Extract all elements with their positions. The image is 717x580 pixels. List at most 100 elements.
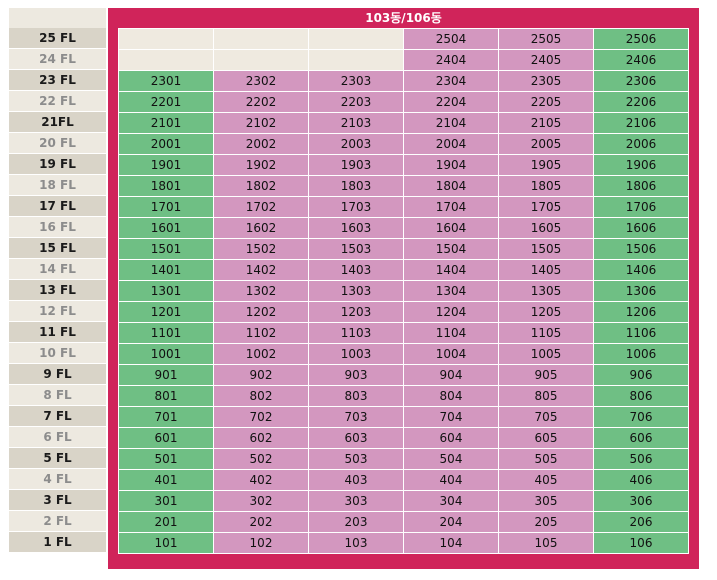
- unit-cell[interactable]: 903: [308, 364, 404, 386]
- unit-cell[interactable]: 1404: [403, 259, 499, 281]
- unit-cell[interactable]: 905: [498, 364, 594, 386]
- unit-cell[interactable]: 1703: [308, 196, 404, 218]
- unit-cell[interactable]: 1301: [118, 280, 214, 302]
- unit-cell[interactable]: 1506: [593, 238, 689, 260]
- unit-cell[interactable]: 1402: [213, 259, 309, 281]
- unit-cell[interactable]: 801: [118, 385, 214, 407]
- unit-cell[interactable]: 806: [593, 385, 689, 407]
- unit-cell[interactable]: 204: [403, 511, 499, 533]
- unit-cell[interactable]: 1501: [118, 238, 214, 260]
- unit-cell[interactable]: 1003: [308, 343, 404, 365]
- unit-cell[interactable]: 105: [498, 532, 594, 554]
- unit-cell[interactable]: 1906: [593, 154, 689, 176]
- unit-cell[interactable]: 2003: [308, 133, 404, 155]
- unit-cell[interactable]: 1505: [498, 238, 594, 260]
- unit-cell[interactable]: 2103: [308, 112, 404, 134]
- unit-cell[interactable]: 2106: [593, 112, 689, 134]
- unit-cell[interactable]: 1602: [213, 217, 309, 239]
- unit-cell[interactable]: 104: [403, 532, 499, 554]
- unit-cell[interactable]: 502: [213, 448, 309, 470]
- unit-cell[interactable]: 1905: [498, 154, 594, 176]
- unit-cell[interactable]: 1704: [403, 196, 499, 218]
- unit-cell[interactable]: 505: [498, 448, 594, 470]
- unit-cell[interactable]: 1803: [308, 175, 404, 197]
- unit-cell[interactable]: 1605: [498, 217, 594, 239]
- unit-cell[interactable]: 1804: [403, 175, 499, 197]
- unit-cell[interactable]: 605: [498, 427, 594, 449]
- unit-cell[interactable]: 601: [118, 427, 214, 449]
- unit-cell[interactable]: 2405: [498, 49, 594, 71]
- unit-cell[interactable]: 2001: [118, 133, 214, 155]
- unit-cell[interactable]: 904: [403, 364, 499, 386]
- unit-cell[interactable]: 1106: [593, 322, 689, 344]
- unit-cell[interactable]: 2404: [403, 49, 499, 71]
- unit-cell[interactable]: 2504: [403, 28, 499, 50]
- unit-cell[interactable]: 2301: [118, 70, 214, 92]
- unit-cell[interactable]: 1502: [213, 238, 309, 260]
- unit-cell[interactable]: 302: [213, 490, 309, 512]
- unit-cell[interactable]: 1102: [213, 322, 309, 344]
- unit-cell[interactable]: 406: [593, 469, 689, 491]
- unit-cell[interactable]: 2505: [498, 28, 594, 50]
- unit-cell[interactable]: 1002: [213, 343, 309, 365]
- unit-cell[interactable]: 1901: [118, 154, 214, 176]
- unit-cell[interactable]: 1405: [498, 259, 594, 281]
- unit-cell[interactable]: 1206: [593, 301, 689, 323]
- unit-cell[interactable]: 1604: [403, 217, 499, 239]
- unit-cell[interactable]: 2101: [118, 112, 214, 134]
- unit-cell[interactable]: 2104: [403, 112, 499, 134]
- unit-cell[interactable]: 503: [308, 448, 404, 470]
- unit-cell[interactable]: 1706: [593, 196, 689, 218]
- unit-cell[interactable]: 2002: [213, 133, 309, 155]
- unit-cell[interactable]: 2304: [403, 70, 499, 92]
- unit-cell[interactable]: 1705: [498, 196, 594, 218]
- unit-cell[interactable]: 901: [118, 364, 214, 386]
- unit-cell[interactable]: 1005: [498, 343, 594, 365]
- unit-cell[interactable]: 1302: [213, 280, 309, 302]
- unit-cell[interactable]: 1503: [308, 238, 404, 260]
- unit-cell[interactable]: 1201: [118, 301, 214, 323]
- unit-cell[interactable]: 2303: [308, 70, 404, 92]
- unit-cell[interactable]: 2305: [498, 70, 594, 92]
- unit-cell[interactable]: 2306: [593, 70, 689, 92]
- unit-cell[interactable]: 2102: [213, 112, 309, 134]
- unit-cell[interactable]: 1304: [403, 280, 499, 302]
- unit-cell[interactable]: 2406: [593, 49, 689, 71]
- unit-cell[interactable]: 603: [308, 427, 404, 449]
- unit-cell[interactable]: 1101: [118, 322, 214, 344]
- unit-cell[interactable]: 701: [118, 406, 214, 428]
- unit-cell[interactable]: 606: [593, 427, 689, 449]
- unit-cell[interactable]: 2004: [403, 133, 499, 155]
- unit-cell[interactable]: 704: [403, 406, 499, 428]
- unit-cell[interactable]: 103: [308, 532, 404, 554]
- unit-cell[interactable]: 705: [498, 406, 594, 428]
- unit-cell[interactable]: 301: [118, 490, 214, 512]
- unit-cell[interactable]: 1401: [118, 259, 214, 281]
- unit-cell[interactable]: 2506: [593, 28, 689, 50]
- unit-cell[interactable]: 102: [213, 532, 309, 554]
- unit-cell[interactable]: 1805: [498, 175, 594, 197]
- unit-cell[interactable]: 805: [498, 385, 594, 407]
- unit-cell[interactable]: 101: [118, 532, 214, 554]
- unit-cell[interactable]: 1202: [213, 301, 309, 323]
- unit-cell[interactable]: 303: [308, 490, 404, 512]
- unit-cell[interactable]: 1004: [403, 343, 499, 365]
- unit-cell[interactable]: 404: [403, 469, 499, 491]
- unit-cell[interactable]: 1403: [308, 259, 404, 281]
- unit-cell[interactable]: 1701: [118, 196, 214, 218]
- unit-cell[interactable]: 2201: [118, 91, 214, 113]
- unit-cell[interactable]: 906: [593, 364, 689, 386]
- unit-cell[interactable]: 306: [593, 490, 689, 512]
- unit-cell[interactable]: 202: [213, 511, 309, 533]
- unit-cell[interactable]: 1904: [403, 154, 499, 176]
- unit-cell[interactable]: 803: [308, 385, 404, 407]
- unit-cell[interactable]: 1306: [593, 280, 689, 302]
- unit-cell[interactable]: 1504: [403, 238, 499, 260]
- unit-cell[interactable]: 2203: [308, 91, 404, 113]
- unit-cell[interactable]: 602: [213, 427, 309, 449]
- unit-cell[interactable]: 1601: [118, 217, 214, 239]
- unit-cell[interactable]: 405: [498, 469, 594, 491]
- unit-cell[interactable]: 2006: [593, 133, 689, 155]
- unit-cell[interactable]: 203: [308, 511, 404, 533]
- unit-cell[interactable]: 1204: [403, 301, 499, 323]
